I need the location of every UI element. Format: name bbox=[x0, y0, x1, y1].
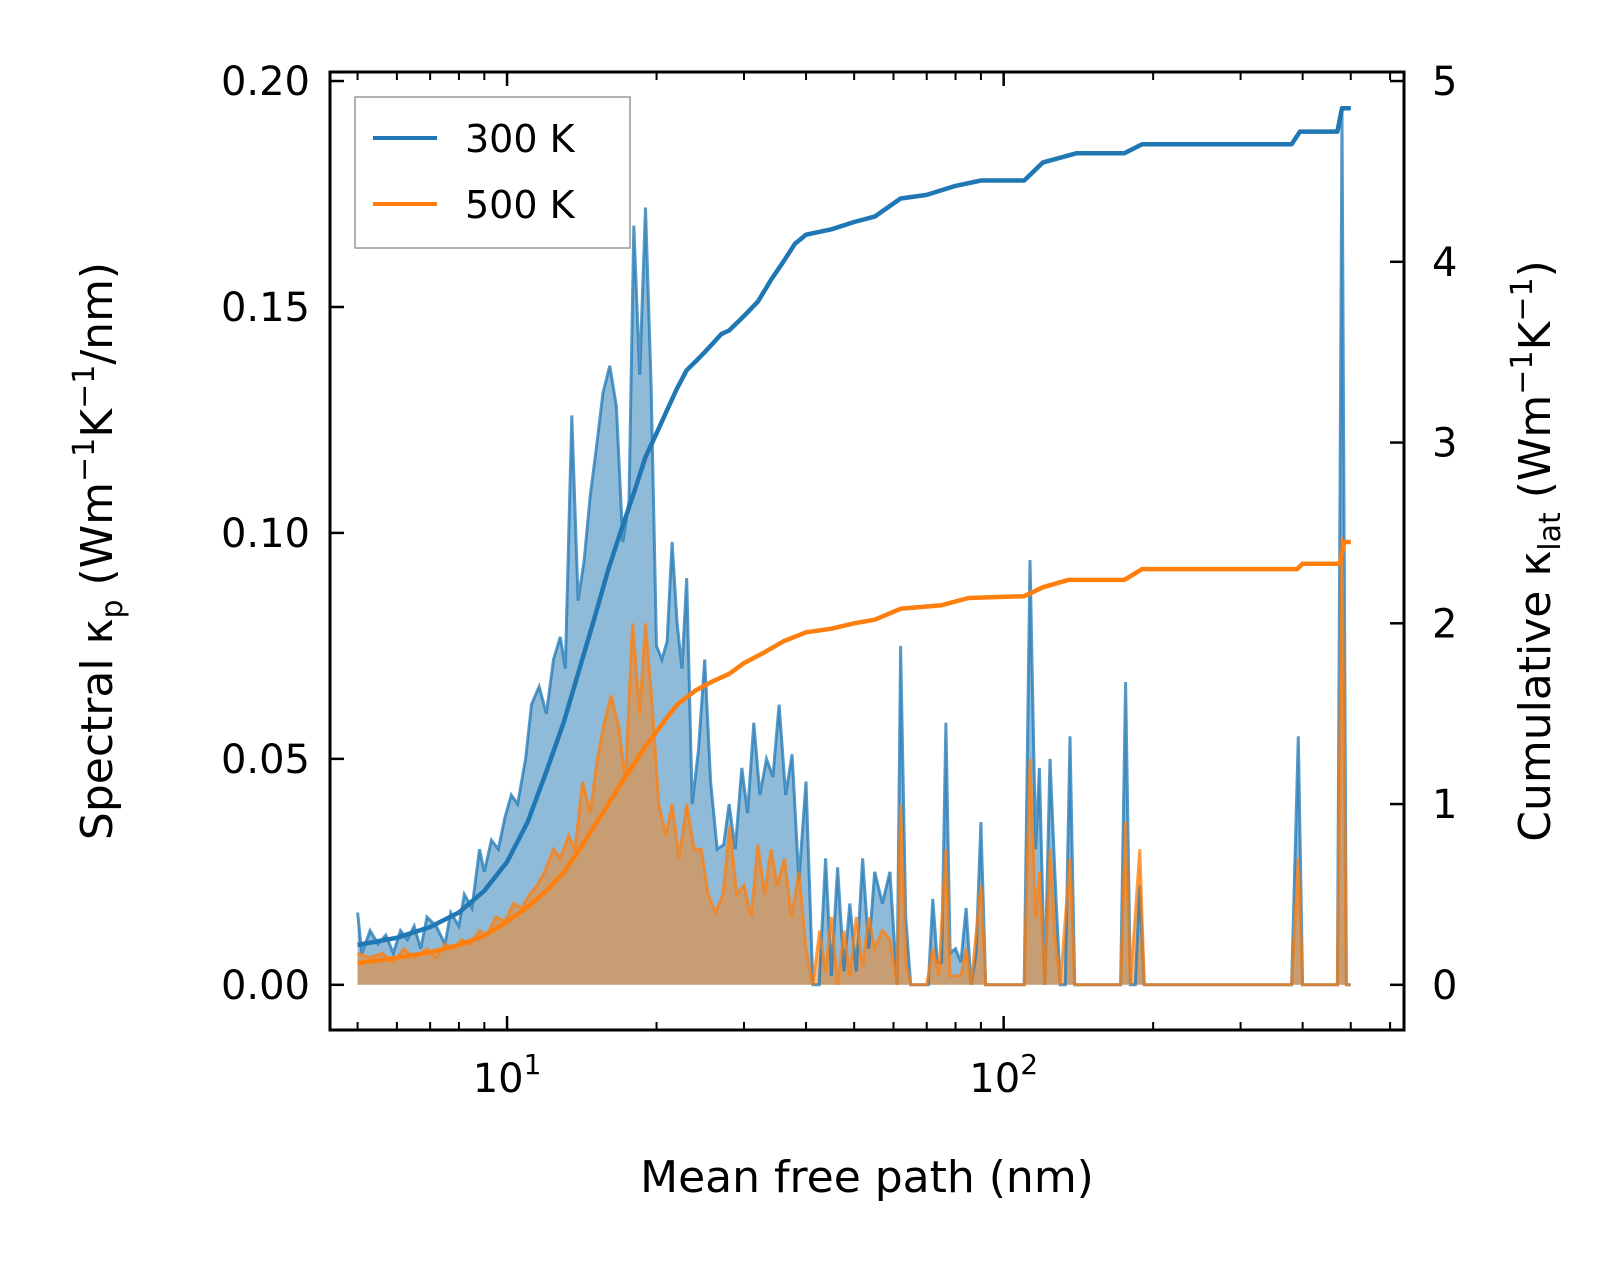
y-right-tick-label: 3 bbox=[1432, 421, 1457, 467]
plot-frame bbox=[328, 70, 1406, 1032]
legend: 300 K 500 K bbox=[354, 96, 631, 249]
left-y-axis-label: Spectral κp (Wm−1K−1/nm) bbox=[67, 262, 130, 840]
cumulative-line-300k bbox=[357, 105, 1351, 948]
y-left-tick-label: 0.00 bbox=[221, 963, 310, 1009]
cumulative-lines bbox=[357, 105, 1351, 966]
legend-label-300k: 300 K bbox=[465, 117, 576, 161]
axis-ticks: 101 102 0.00 0.05 0.10 0.15 0.20 0 1 2 3 4 5 bbox=[221, 59, 1458, 1102]
cumulative-line-500k bbox=[357, 539, 1351, 966]
legend-label-500k: 500 K bbox=[465, 183, 576, 227]
spectral-line-500k bbox=[357, 537, 1351, 987]
y-right-tick-label: 0 bbox=[1432, 963, 1457, 1009]
y-right-tick-label: 2 bbox=[1432, 601, 1457, 647]
spectral-area-500k bbox=[357, 537, 1351, 985]
spectral-fills bbox=[357, 112, 1351, 985]
spectral-line-300k bbox=[356, 112, 1351, 987]
x-axis-label: Mean free path (nm) bbox=[640, 1152, 1094, 1203]
y-left-tick-label: 0.15 bbox=[221, 285, 310, 331]
y-right-tick-label: 5 bbox=[1432, 59, 1457, 105]
x-tick-label: 101 bbox=[473, 1048, 542, 1102]
y-right-tick-label: 1 bbox=[1432, 782, 1457, 828]
y-left-tick-label: 0.10 bbox=[221, 511, 310, 557]
spectral-lines bbox=[356, 112, 1351, 987]
y-left-tick-label: 0.05 bbox=[221, 737, 310, 783]
y-left-tick-label: 0.20 bbox=[221, 59, 310, 105]
right-y-axis-label: Cumulative κlat (Wm−1K−1) bbox=[1505, 260, 1568, 842]
y-right-tick-label: 4 bbox=[1432, 240, 1457, 286]
legend-box bbox=[354, 96, 631, 249]
x-tick-label: 102 bbox=[969, 1048, 1038, 1102]
